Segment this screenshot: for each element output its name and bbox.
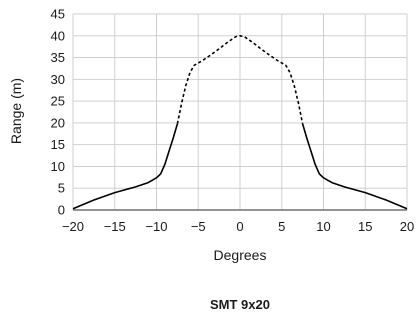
y-tick-label: 40 xyxy=(51,28,65,43)
y-tick-label: 5 xyxy=(58,181,65,196)
range-line-solid xyxy=(301,123,408,210)
x-tick-label: −15 xyxy=(104,219,126,234)
y-tick-label: 25 xyxy=(51,94,65,109)
x-axis-title: Degrees xyxy=(214,247,267,263)
y-tick-label: 15 xyxy=(51,137,65,152)
y-tick-label: 10 xyxy=(51,159,65,174)
x-tick-label: −20 xyxy=(62,219,84,234)
x-tick-label: −10 xyxy=(145,219,167,234)
range-line-dashed xyxy=(176,34,304,124)
y-tick-label: 30 xyxy=(51,72,65,87)
y-tick-label: 20 xyxy=(51,115,65,130)
range-line-solid xyxy=(72,123,179,210)
x-tick-label: 15 xyxy=(358,219,372,234)
x-tick-label: 5 xyxy=(278,219,285,234)
x-tick-label: 20 xyxy=(400,219,414,234)
y-tick-label: 0 xyxy=(58,203,65,218)
y-tick-label: 35 xyxy=(51,50,65,65)
x-tick-label: 0 xyxy=(236,219,243,234)
y-tick-labels: 0 5 10 15 20 25 30 35 40 45 xyxy=(51,7,65,218)
chart-title: SMT 9x20 xyxy=(210,297,270,312)
series-layer xyxy=(72,34,408,210)
x-tick-label: −5 xyxy=(191,219,206,234)
y-axis-title: Range (m) xyxy=(8,78,24,144)
x-tick-label: 10 xyxy=(316,219,330,234)
grid xyxy=(72,13,408,211)
x-tick-labels: −20 −15 −10 −5 0 5 10 15 20 xyxy=(62,219,414,234)
y-tick-label: 45 xyxy=(51,7,65,22)
